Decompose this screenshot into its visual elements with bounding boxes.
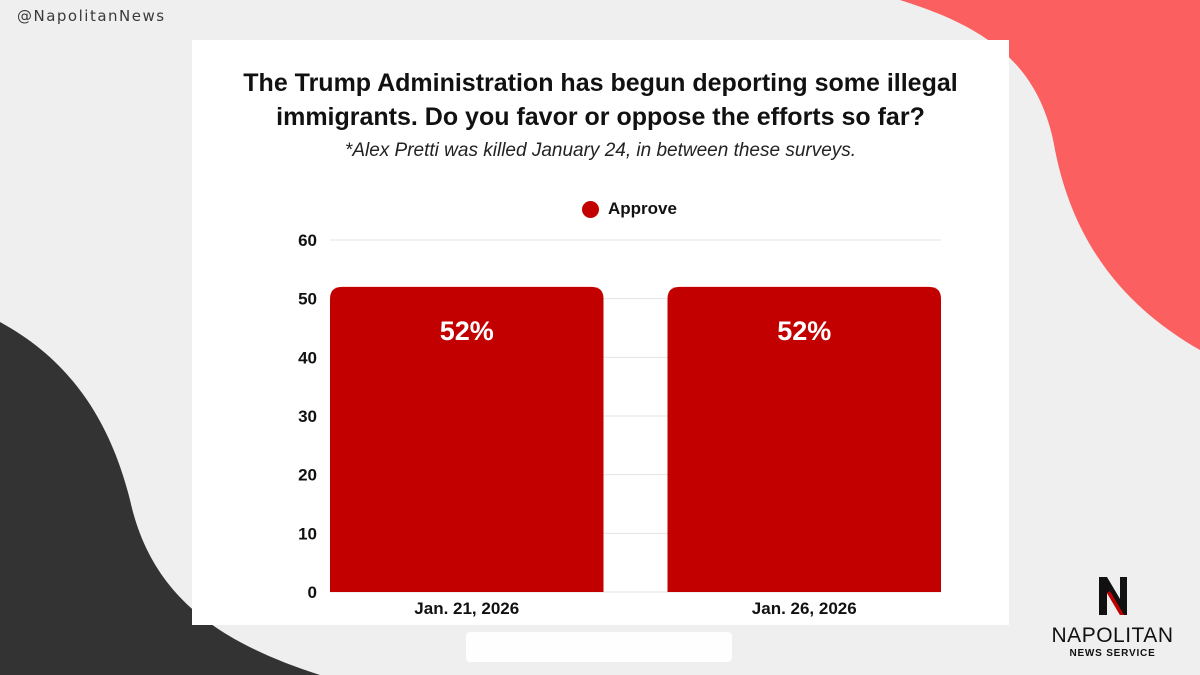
napolitan-logo: NAPOLITAN NEWS SERVICE — [1045, 575, 1180, 659]
y-tick-label: 30 — [298, 407, 317, 426]
bar-data-label: 52% — [777, 316, 831, 346]
coral-corner-shape — [900, 0, 1200, 350]
y-tick-label: 10 — [298, 524, 317, 543]
logo-name: NAPOLITAN — [1051, 624, 1174, 647]
bar — [667, 286, 941, 592]
chart-subtitle: *Alex Pretti was killed January 24, in b… — [344, 140, 857, 161]
y-tick-label: 40 — [298, 348, 317, 367]
legend-swatch-approve — [582, 200, 599, 218]
y-tick-label: 60 — [298, 231, 317, 250]
bar-chart: 0 10 20 30 40 50 60 52% Jan. 21, 2026 52% Jan. 26,… — [298, 231, 941, 618]
bar-data-label: 52% — [440, 316, 494, 346]
legend-label-approve: Approve — [608, 199, 677, 218]
chart-title: The Trump Administration has begun depor… — [243, 69, 958, 131]
dark-corner-shape — [0, 322, 320, 675]
chart-card: The Trump Administration has begun depor… — [192, 40, 1009, 625]
chart-legend: Approve — [582, 199, 677, 219]
x-tick-label: Jan. 21, 2026 — [414, 599, 519, 618]
scrollbar-overlay[interactable] — [466, 632, 732, 662]
bar — [330, 286, 604, 592]
social-handle: @NapolitanNews — [17, 7, 166, 25]
y-tick-label: 20 — [298, 466, 317, 485]
y-tick-label: 50 — [298, 290, 317, 309]
logo-subtitle: NEWS SERVICE — [1069, 648, 1156, 659]
logo-n-icon — [1098, 577, 1127, 615]
y-tick-label: 0 — [308, 583, 317, 602]
x-tick-label: Jan. 26, 2026 — [752, 599, 857, 618]
